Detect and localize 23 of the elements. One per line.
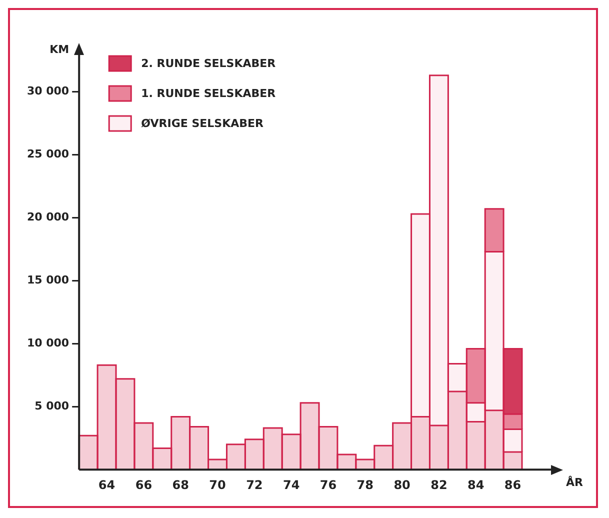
y-tick-label: 20 000: [26, 210, 70, 224]
legend-label: 1. RUNDE SELSKABER: [141, 86, 276, 100]
x-tick-label: 66: [135, 478, 152, 492]
x-tick-label: 80: [394, 478, 410, 492]
x-tick-label: 72: [246, 478, 263, 492]
x-axis-title: ÅR: [566, 474, 584, 489]
y-tick-label: 15 000: [26, 274, 70, 287]
x-tick-label: 70: [209, 478, 226, 492]
x-tick-label: 68: [172, 478, 189, 492]
y-tick-label: 25 000: [26, 148, 70, 161]
y-tick-label: 10 000: [26, 336, 70, 350]
x-tick-label: 84: [468, 478, 484, 492]
x-tick-label: 78: [356, 478, 374, 492]
y-axis-title: KM: [50, 42, 70, 56]
x-tick-label: 74: [282, 478, 300, 492]
legend-label: ØVRIGE SELSKABER: [141, 116, 264, 130]
legend-label: 2. RUNDE SELSKABER: [141, 56, 276, 70]
x-tick-label: 82: [430, 478, 448, 492]
x-tick-label: 76: [320, 478, 337, 492]
x-tick-label: 64: [98, 478, 116, 492]
y-tick-label: 5 000: [34, 399, 70, 412]
x-tick-label: 86: [504, 478, 522, 492]
y-tick-label: 30 000: [26, 84, 70, 98]
